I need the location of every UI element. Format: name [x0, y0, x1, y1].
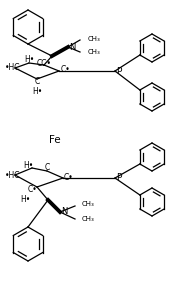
Text: CH₃: CH₃	[88, 49, 101, 55]
Text: CH₃: CH₃	[82, 201, 95, 207]
Text: CH₃: CH₃	[88, 36, 101, 42]
Text: H•: H•	[20, 194, 30, 203]
Text: P: P	[116, 173, 121, 182]
Text: Fe: Fe	[49, 135, 61, 145]
Text: N: N	[69, 42, 75, 52]
Text: CH₃: CH₃	[82, 216, 95, 222]
Text: P: P	[116, 67, 121, 75]
Text: •HC: •HC	[5, 171, 20, 180]
Text: C•: C•	[27, 184, 37, 194]
Text: H•: H•	[24, 56, 34, 65]
Text: C: C	[44, 164, 50, 173]
Text: C: C	[34, 77, 40, 86]
Text: CC•: CC•	[36, 58, 51, 68]
Text: C•: C•	[61, 65, 71, 74]
Text: C•: C•	[64, 173, 74, 182]
Text: N: N	[61, 207, 67, 217]
Text: H•: H•	[32, 86, 42, 95]
Text: H•: H•	[23, 161, 33, 169]
Text: •HC: •HC	[5, 63, 20, 72]
